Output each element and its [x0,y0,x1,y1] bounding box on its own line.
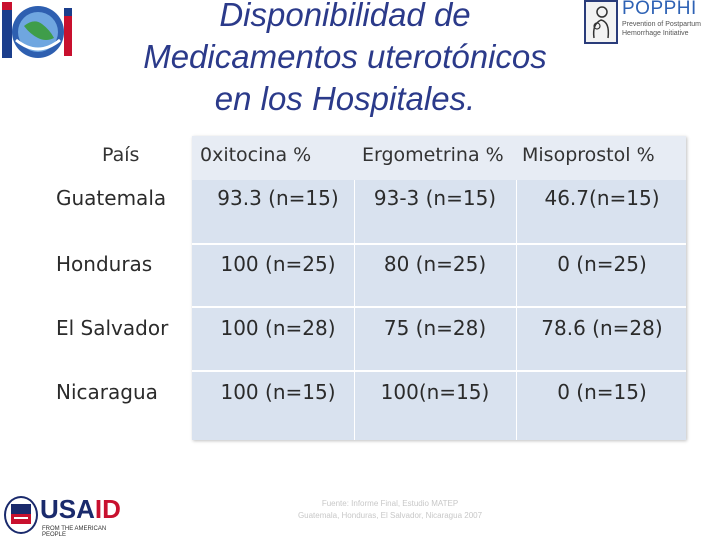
popphi-name: POPPHI [622,0,697,19]
cell-misoprostol: 0 (n=15) [557,380,647,404]
header-country: País [102,144,140,166]
table-header-background [192,136,686,180]
cell-misoprostol: 78.6 (n=28) [541,316,663,340]
usaid-wordmark: USAID [40,494,121,524]
slide-title: Disponibilidad de Medicamentos uterotóni… [90,0,600,120]
cell-ergometrina: 80 (n=25) [383,252,487,276]
title-line-3: en los Hospitales. [214,80,476,117]
source-note: Fuente: Informe Final, Estudio MATEP Gua… [297,499,483,520]
title-line-1: Disponibilidad de [219,0,471,33]
cell-ergometrina: 100(n=15) [380,380,490,404]
popphi-subtitle: Prevention of Postpartum Hemorrhage Init… [622,21,701,37]
header-oxitocina: 0xitocina % [200,144,312,166]
column-divider [516,180,517,440]
usaid-seal-icon [4,496,38,534]
cell-oxitocina: 93.3 (n=15) [217,186,339,210]
row-divider [192,370,686,372]
title-line-2: Medicamentos uterotónicos [143,38,547,75]
row-divider [192,243,686,245]
row-divider [192,306,686,308]
popphi-logo: POPPHI Prevention of Postpartum Hemorrha… [584,0,720,52]
cell-misoprostol: 0 (n=25) [557,252,647,276]
popphi-emblem-icon [584,0,618,44]
cell-oxitocina: 100 (n=25) [220,252,336,276]
cell-misoprostol: 46.7(n=15) [544,186,660,210]
row-country: Honduras [56,252,153,276]
cell-oxitocina: 100 (n=28) [220,316,336,340]
table-background [192,136,686,440]
sica-logo [2,0,74,64]
row-country: El Salvador [56,316,169,340]
row-country: Guatemala [56,186,167,210]
header-misoprostol: Misoprostol % [522,144,655,166]
column-divider [354,180,355,440]
availability-table: País 0xitocina % Ergometrina % Misoprost… [48,136,686,440]
usaid-tagline: FROM THE AMERICAN PEOPLE [42,526,107,538]
usaid-logo: USAID FROM THE AMERICAN PEOPLE [0,494,130,540]
cell-ergometrina: 93-3 (n=15) [373,186,497,210]
header-ergometrina: Ergometrina % [362,144,504,166]
cell-ergometrina: 75 (n=28) [383,316,487,340]
cell-oxitocina: 100 (n=15) [220,380,336,404]
row-country: Nicaragua [56,380,158,404]
